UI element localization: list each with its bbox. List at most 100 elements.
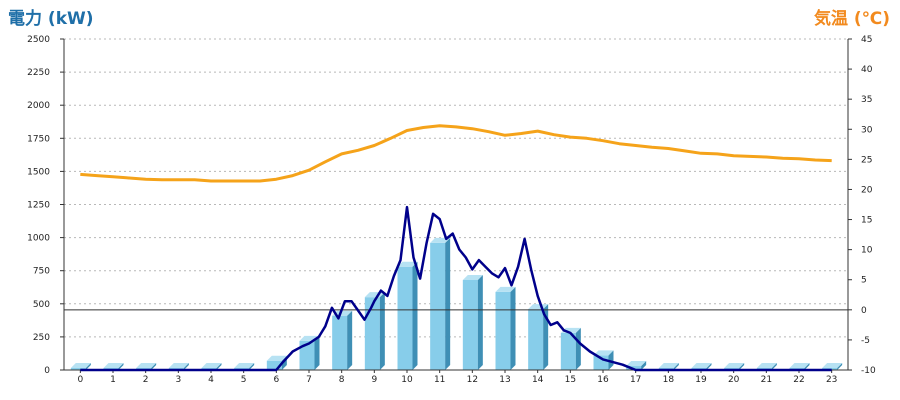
- bar-side: [706, 363, 712, 370]
- bar-side: [641, 361, 647, 370]
- left-axis-title: 電力 (kW): [8, 9, 94, 29]
- bar-side: [673, 363, 679, 370]
- x-tick-label: 5: [241, 375, 247, 385]
- right-tick-label: 40: [861, 65, 873, 75]
- x-tick-label: 17: [630, 375, 641, 385]
- bar-front: [397, 266, 413, 370]
- right-tick-label: 35: [861, 95, 872, 105]
- power-bar: [70, 363, 91, 370]
- left-tick-label: 1000: [27, 234, 50, 244]
- bar-side: [575, 327, 581, 370]
- bar-side: [477, 274, 483, 370]
- bar-side: [118, 363, 124, 370]
- power-bars: [70, 237, 843, 370]
- bar-top: [691, 363, 712, 369]
- x-tick-label: 15: [565, 375, 576, 385]
- bar-top: [756, 363, 777, 369]
- power-bar: [397, 261, 418, 370]
- bar-top: [70, 363, 91, 369]
- right-tick-label: 30: [861, 125, 873, 135]
- bar-side: [85, 363, 91, 370]
- right-tick-label: -10: [861, 366, 876, 376]
- left-tick-label: 0: [44, 366, 50, 376]
- left-tick-label: 2250: [27, 68, 50, 78]
- bar-front: [430, 242, 446, 370]
- x-tick-label: 23: [826, 375, 837, 385]
- bar-top: [626, 361, 647, 367]
- right-tick-label: 15: [861, 216, 872, 226]
- bar-top: [397, 261, 418, 267]
- bar-front: [332, 315, 348, 370]
- bar-front: [560, 332, 576, 370]
- power-bar: [495, 286, 516, 370]
- bar-side: [216, 363, 222, 370]
- power-bar: [364, 292, 385, 370]
- x-tick-label: 18: [663, 375, 675, 385]
- power-bar: [332, 310, 353, 370]
- x-tick-label: 11: [434, 375, 445, 385]
- left-tick-label: 1500: [27, 167, 50, 177]
- bar-side: [608, 350, 614, 370]
- power-bar: [299, 335, 320, 370]
- right-tick-label: 20: [861, 185, 873, 195]
- bar-side: [510, 286, 516, 370]
- x-tick-label: 22: [793, 375, 804, 385]
- left-tick-label: 2500: [27, 35, 50, 45]
- series-lines: [80, 124, 832, 372]
- left-tick-label: 2000: [27, 101, 50, 111]
- power-bar: [430, 237, 451, 370]
- right-axis-title: 気温 (℃): [813, 9, 890, 29]
- x-tick-label: 13: [499, 375, 510, 385]
- axes: [60, 38, 852, 373]
- bar-top: [724, 363, 745, 369]
- bar-side: [249, 363, 255, 370]
- bar-side: [183, 363, 189, 370]
- bar-side: [445, 237, 451, 370]
- x-tick-label: 1: [110, 375, 116, 385]
- bar-top: [462, 274, 483, 280]
- x-tick-label: 20: [728, 375, 740, 385]
- bar-side: [379, 292, 385, 370]
- bar-side: [151, 363, 157, 370]
- x-tick-label: 3: [175, 375, 181, 385]
- bar-front: [462, 279, 478, 370]
- x-tick-label: 10: [401, 375, 413, 385]
- bar-front: [266, 360, 282, 370]
- x-tick-label: 9: [371, 375, 377, 385]
- bar-front: [364, 297, 380, 370]
- bar-top: [495, 286, 516, 292]
- bar-top: [822, 363, 843, 369]
- x-tick-label: 8: [339, 375, 345, 385]
- left-tick-label: 1750: [27, 134, 50, 144]
- gridlines: [64, 38, 848, 338]
- bar-side: [739, 363, 745, 370]
- bar-top: [658, 363, 679, 369]
- bar-top: [266, 355, 287, 361]
- right-tick-label: 45: [861, 35, 872, 45]
- x-tick-label: 12: [467, 375, 478, 385]
- left-tick-label: 250: [33, 333, 50, 343]
- power-bar: [528, 304, 549, 370]
- bar-side: [347, 310, 353, 370]
- bar-top: [789, 363, 810, 369]
- x-tick-label: 21: [761, 375, 772, 385]
- x-tick-label: 14: [532, 375, 544, 385]
- bar-top: [168, 363, 189, 369]
- tick-labels: 02505007501000125015001750200022502500-1…: [27, 35, 876, 385]
- left-tick-label: 1250: [27, 201, 50, 211]
- bar-side: [837, 363, 843, 370]
- x-tick-label: 19: [695, 375, 707, 385]
- right-tick-label: 5: [861, 276, 867, 286]
- power-line: [80, 205, 832, 372]
- power-bar: [462, 274, 483, 370]
- bar-front: [299, 340, 315, 370]
- right-tick-label: 25: [861, 155, 872, 165]
- left-tick-label: 500: [33, 300, 50, 310]
- bar-top: [593, 350, 614, 356]
- x-tick-label: 0: [77, 375, 83, 385]
- temperature-line: [80, 124, 832, 183]
- x-tick-label: 2: [143, 375, 149, 385]
- right-tick-label: 0: [861, 306, 867, 316]
- bar-side: [804, 363, 810, 370]
- x-tick-label: 6: [273, 375, 279, 385]
